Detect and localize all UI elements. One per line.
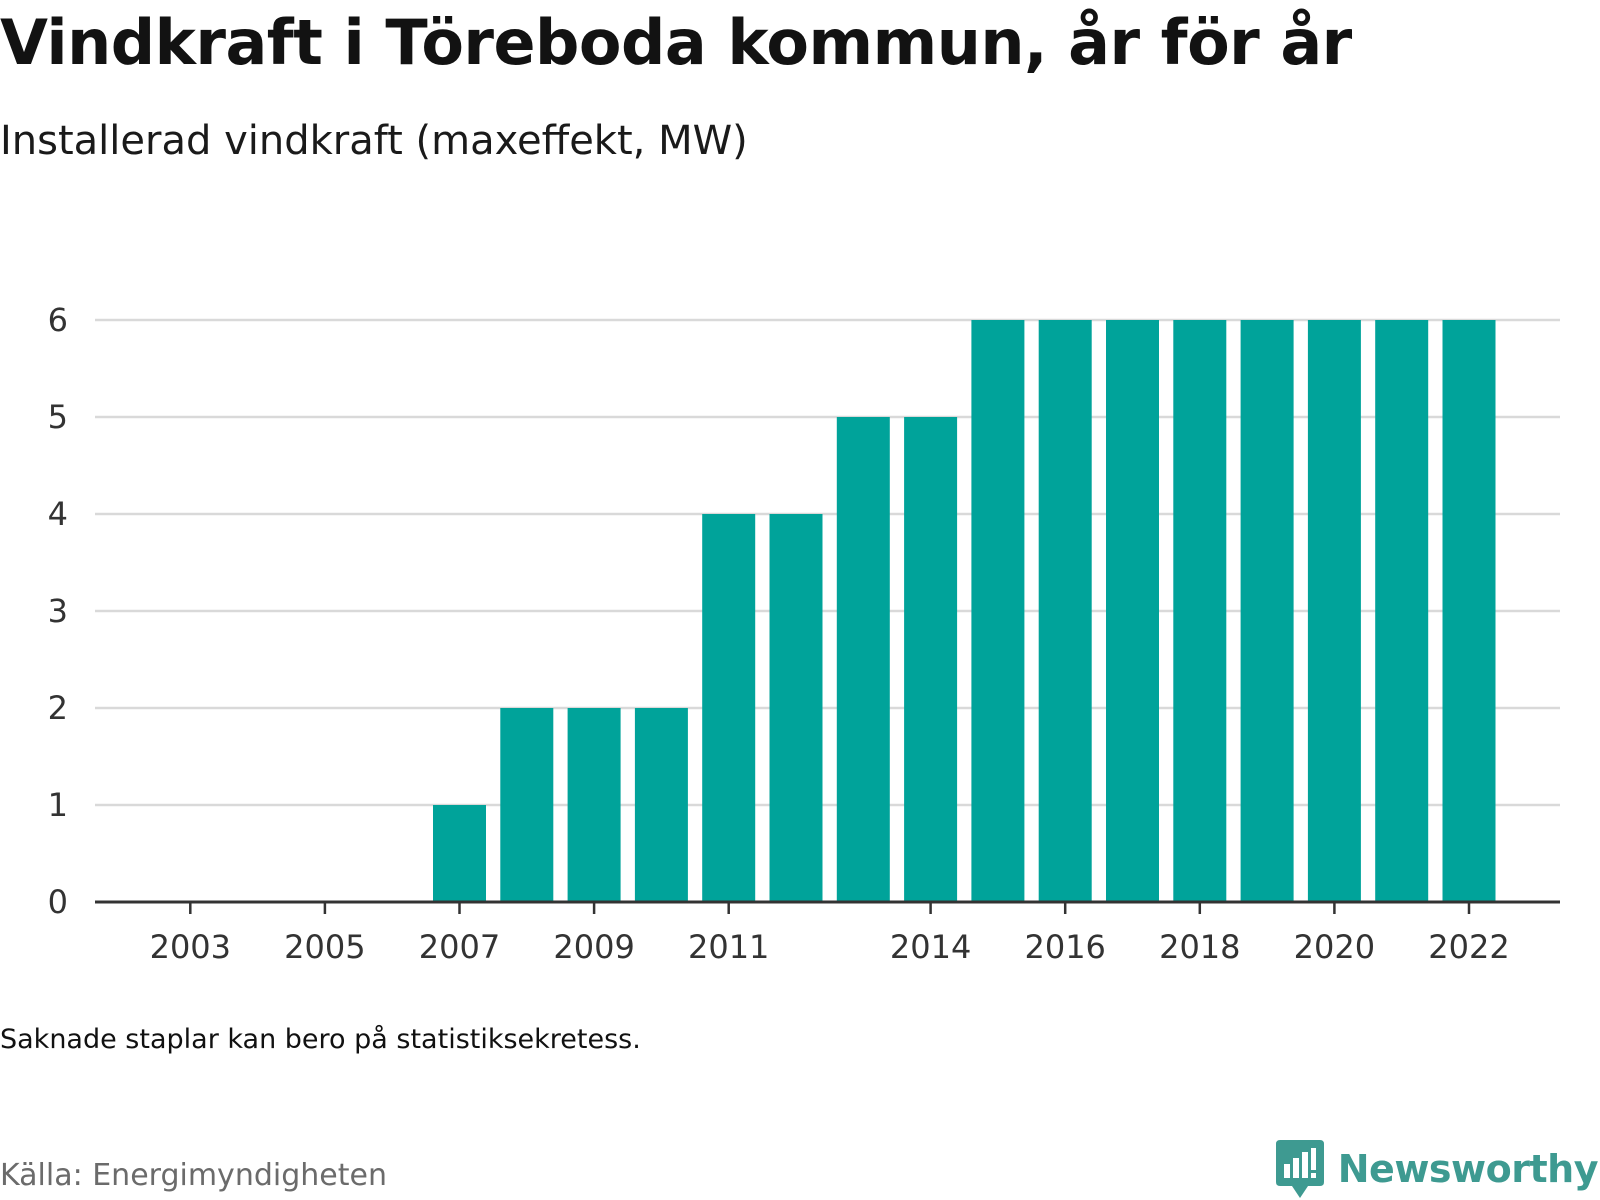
bar-2013: [836, 417, 890, 902]
bar-2014: [904, 417, 958, 902]
brand-logo-group: Newsworthy: [1275, 1140, 1599, 1198]
bar-2020: [1307, 320, 1361, 902]
y-tick-label: 6: [48, 301, 68, 339]
y-tick-label: 3: [48, 592, 68, 630]
bar-chart-speech-bubble-icon: [1275, 1140, 1324, 1198]
y-tick-label: 2: [48, 689, 68, 727]
chart-title: Vindkraft i Töreboda kommun, år för år: [0, 6, 1352, 79]
bar-2009: [567, 708, 621, 902]
bar-2010: [634, 708, 688, 902]
bar-2012: [769, 514, 823, 902]
x-tick-label: 2009: [553, 928, 634, 966]
bars: [433, 320, 1496, 902]
source-label: Källa: Energimyndigheten: [0, 1158, 387, 1193]
x-tick-label: 2011: [688, 928, 769, 966]
x-tick-label: 2003: [150, 928, 231, 966]
bar-2017: [1106, 320, 1159, 902]
bar-chart: 0 1 2 3 4 5 6 2003 2005 2007 2009 2011 2014 2016 2018 2…: [48, 301, 1560, 966]
y-tick-label: 4: [48, 495, 68, 533]
bar-2018: [1173, 320, 1227, 902]
x-tick-label: 2018: [1159, 928, 1240, 966]
bar-2007: [433, 805, 486, 902]
x-tick-label: 2016: [1024, 928, 1105, 966]
brand-name: Newsworthy: [1337, 1147, 1599, 1191]
bar-2021: [1375, 320, 1429, 902]
bar-2016: [1038, 320, 1092, 902]
x-tick-label: 2005: [284, 928, 365, 966]
bar-2015: [971, 320, 1025, 902]
x-tick-label: 2020: [1294, 928, 1375, 966]
x-tick-label: 2007: [419, 928, 500, 966]
chart-note: Saknade staplar kan bero på statistiksek…: [0, 1024, 641, 1055]
y-tick-label: 1: [48, 786, 68, 824]
bar-2019: [1240, 320, 1294, 902]
axes: 0 1 2 3 4 5 6 2003 2005 2007 2009 2011 2014 2016 2018 2…: [48, 301, 1560, 966]
chart-subtitle: Installerad vindkraft (maxeffekt, MW): [0, 118, 748, 164]
y-tick-label: 5: [48, 398, 68, 436]
y-tick-label: 0: [48, 883, 68, 921]
x-tick-label: 2022: [1428, 928, 1509, 966]
x-tick-label: 2014: [890, 928, 971, 966]
bar-2008: [500, 708, 554, 902]
bar-2011: [702, 514, 756, 902]
bar-2022: [1442, 320, 1496, 902]
